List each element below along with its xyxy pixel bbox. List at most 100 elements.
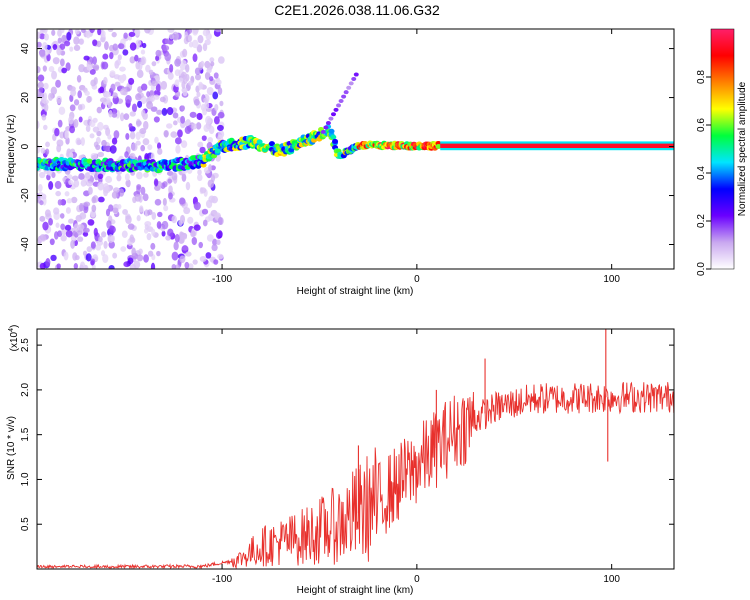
spectrogram-ridge-cell [435,144,442,150]
y-tick-label: -20 [20,188,31,203]
spectrogram-noise-cell [173,120,178,126]
spectrogram-noise-cell [83,227,90,233]
spectrogram-noise-cell [182,48,188,58]
spectrogram-noise-cell [44,209,51,217]
colorbar-ticks: 0.0 0.2 0.4 0.6 0.8 [696,70,711,276]
spectrogram-noise-cell [166,123,173,129]
spectrogram-noise-cell [64,191,70,197]
spectrogram-noise-cell [134,29,141,36]
spectrogram-noise-cell [44,48,50,56]
colorbar: 0.0 0.2 0.4 0.6 0.8 Normalized spectral ampl… [696,28,748,276]
spectrogram-noise-cell [207,137,214,144]
spectrogram-noise-cell [194,67,201,76]
spectrogram-noise-cell [55,190,62,197]
spectrogram-noise-cell [166,170,174,176]
spectrogram-noise-cell [75,137,82,146]
spectrogram-noise-cell [50,254,57,262]
spectrogram-noise-cell [51,29,56,36]
spectrogram-noise-cell [112,43,119,51]
spectrogram-noise-cell [101,30,106,38]
spectrogram-noise-cell [42,42,48,51]
spectrogram-noise-cell [150,152,155,162]
spectrogram-noise-cell [178,197,186,205]
spectrogram-noise-cell [189,111,197,118]
x-tick-label: 100 [603,274,620,285]
snr-xlabel: Height of straight line (km) [297,585,414,596]
spectrogram-noise-cell [97,173,104,180]
spectrogram-noise-cell [111,191,118,199]
spectrogram-noise-cell [145,64,151,73]
spectrogram-noise-cell [172,112,179,119]
snr-frame [36,328,675,570]
spectrogram-noise-cell [45,258,51,267]
spectrogram-noise-cell [79,261,86,269]
spectrogram-noise-cell [151,80,158,87]
spectrogram-noise-cell [82,250,88,256]
spectrogram-noise-cell [59,58,65,67]
spectrogram-noise-cell [69,94,74,102]
spectrogram-noise-cell [76,75,82,83]
spectrogram-noise-cell [159,96,166,103]
spectrogram-streak-cell [328,116,334,121]
spectrogram-noise-cell [80,137,85,146]
spectrogram-noise-cell [89,29,95,34]
spectrogram-noise-cell [162,45,170,51]
spectrogram-noise-cell [77,236,84,242]
spectrogram-noise-cell [135,39,142,46]
spectrogram-noise-cell [71,175,79,181]
spectrogram-streak-cell [333,107,339,112]
spectrogram-noise-cell [157,211,163,218]
spectrogram-noise-cell [171,264,177,269]
spectrogram-noise-cell [134,194,142,202]
spectrogram-noise-cell [163,130,169,138]
spectrogram-noise-cell [110,235,116,242]
spectrogram-noise-cell [197,169,202,176]
spectrogram-noise-cell [147,144,153,151]
spectrogram-noise-cell [78,64,85,73]
spectrogram-streak-cell [323,125,329,130]
spectrogram-noise-cell [180,234,188,240]
spectrogram-noise-cell [95,144,101,151]
spectrogram-noise-cell [153,116,160,123]
spectrogram-noise-cell [217,253,224,260]
spectrogram-noise-cell [120,246,127,252]
spectrogram-noise-cell [56,263,61,269]
spectrogram-noise-cell [73,44,81,52]
spectrogram-ridge-cell [86,158,93,164]
spectrogram-noise-cell [48,65,55,73]
spectrogram-noise-cell [58,106,66,116]
spectrogram-noise-cell [169,63,174,73]
spectrogram-noise-cell [136,171,143,180]
spectrogram-noise-cell [129,56,136,64]
spectrogram-noise-cell [112,252,118,259]
spectrogram-noise-cell [178,77,184,83]
spectrogram-noise-cell [113,74,121,80]
spectrogram-noise-cell [89,133,95,139]
y-tick-label: 2.0 [20,383,31,397]
spectrogram-noise-cell [129,234,135,243]
spectrogram-noise-cell [66,31,72,41]
spectrogram-noise-cell [57,119,63,128]
spectrogram-noise-cell [53,207,60,215]
spectrogram-noise-cell [140,56,147,65]
spectrogram-noise-cell [85,124,91,133]
spectrogram-noise-cell [129,152,136,160]
spectrogram-noise-cell [192,53,198,63]
spectrogram-noise-cell [103,182,110,192]
spectrogram-noise-cell [206,234,214,242]
spectrogram-streak-cell [351,76,357,81]
spectrogram-noise-cell [83,201,91,207]
spectrogram-noise-cell [77,104,83,111]
spectrogram-noise-cell [125,179,131,187]
spectrogram-noise-cell [96,40,102,48]
spectrogram-noise-cell [73,99,80,106]
spectrogram-noise-cell [208,195,215,203]
spectrogram-noise-cell [73,179,80,188]
spectrogram-noise-cell [157,148,163,155]
spectrogram-noise-cell [213,72,219,79]
spectrogram-noise-cell [160,80,168,90]
spectrogram-noise-cell [54,127,60,137]
spectrogram-frame [36,28,675,270]
spectrogram-noise-cell [141,42,147,49]
